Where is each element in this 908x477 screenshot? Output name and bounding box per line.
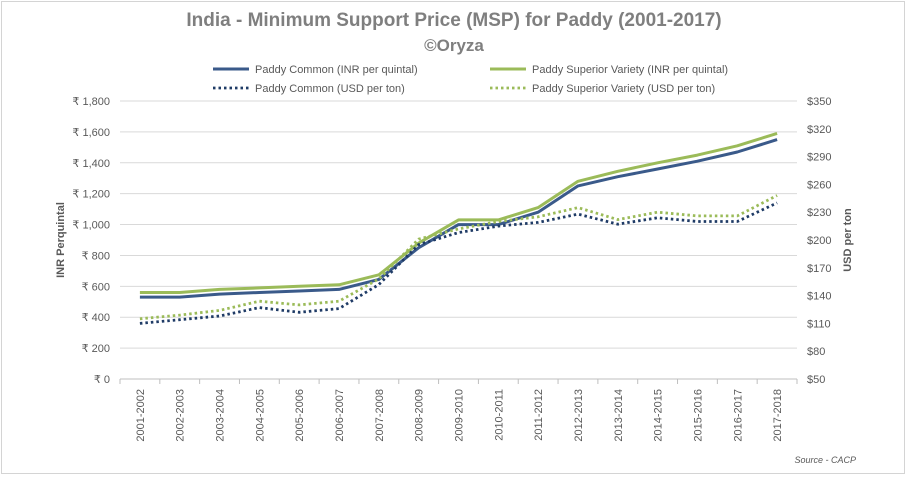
legend: Paddy Common (INR per quintal) Paddy Supe…	[213, 64, 728, 95]
y-right-tick-label: $320	[807, 124, 831, 136]
y-left-tick-label: ₹ 1,800	[72, 96, 110, 108]
y-left-tick-label: ₹ 1,000	[72, 220, 110, 232]
x-tick-label: 2014-2015	[653, 389, 665, 442]
x-tick-label: 2006-2007	[334, 389, 346, 442]
x-tick-label: 2008-2009	[414, 389, 426, 442]
x-tick-label: 2016-2017	[732, 389, 744, 442]
x-tick-label: 2015-2016	[692, 389, 704, 442]
y-left-tick-label: ₹ 200	[82, 343, 110, 355]
x-tick-label: 2010-2011	[493, 389, 505, 441]
y-axis-right-label: USD per ton	[842, 208, 854, 272]
y-left-tick-label: ₹ 400	[82, 312, 110, 324]
y-right-tick-label: $170	[807, 263, 831, 275]
x-tick-label: 2011-2012	[533, 389, 545, 441]
series-line-2	[139, 131, 778, 294]
y-right-tick-label: $200	[807, 235, 831, 247]
legend-label: Paddy Superior Variety (INR per quintal)	[532, 64, 728, 76]
x-tick-label: 2012-2013	[573, 389, 585, 442]
series-line-1	[139, 138, 778, 299]
x-tick-label: 2017-2018	[772, 389, 784, 442]
x-tick-label: 2007-2008	[374, 389, 386, 442]
x-tick-label: 2003-2004	[215, 389, 227, 442]
x-tick-label: 2004-2005	[254, 389, 266, 442]
y-axis-left-label: INR Perquintal	[55, 202, 67, 278]
y-right-tick-label: $350	[807, 96, 831, 108]
x-tick-label: 2002-2003	[175, 389, 187, 442]
series-line-4	[139, 194, 778, 321]
y-right-tick-label: $260	[807, 179, 831, 191]
y-left-tick-label: ₹ 1,200	[72, 189, 110, 201]
gridlines	[120, 100, 797, 380]
y-left-tick-label: ₹ 1,400	[72, 158, 110, 170]
y-left-tick-label: ₹ 0	[94, 374, 110, 386]
y-left-tick-label: ₹ 800	[82, 250, 110, 262]
y-right-tick-label: $140	[807, 291, 831, 303]
legend-label: Paddy Common (USD per ton)	[255, 83, 405, 95]
y-right-tick-label: $110	[807, 318, 831, 330]
y-left-tick-label: ₹ 600	[82, 281, 110, 293]
chart-title: India - Minimum Support Price (MSP) for …	[186, 10, 722, 31]
y-left-tick-label: ₹ 1,600	[72, 127, 110, 139]
y-right-tick-label: $50	[807, 374, 825, 386]
x-tick-label: 2013-2014	[613, 389, 625, 442]
axes: ₹ 0 ₹ 200 ₹ 400 ₹ 600 ₹ 800 ₹ 1,000 ₹ 1,200 ₹ 1…	[72, 96, 831, 442]
x-tick-label: 2001-2002	[135, 389, 147, 442]
x-tick-label: 2009-2010	[454, 389, 466, 442]
source-note: Source - CACP	[794, 455, 856, 465]
y-right-tick-label: $80	[807, 346, 825, 358]
x-tick-label: 2005-2006	[294, 389, 306, 442]
chart-subtitle: ©Oryza	[424, 36, 484, 55]
series-line-3	[139, 201, 778, 325]
legend-label: Paddy Common (INR per quintal)	[255, 64, 418, 76]
y-right-tick-label: $230	[807, 207, 831, 219]
legend-label: Paddy Superior Variety (USD per ton)	[532, 83, 715, 95]
series-lines	[139, 131, 778, 325]
y-right-tick-label: $290	[807, 152, 831, 164]
